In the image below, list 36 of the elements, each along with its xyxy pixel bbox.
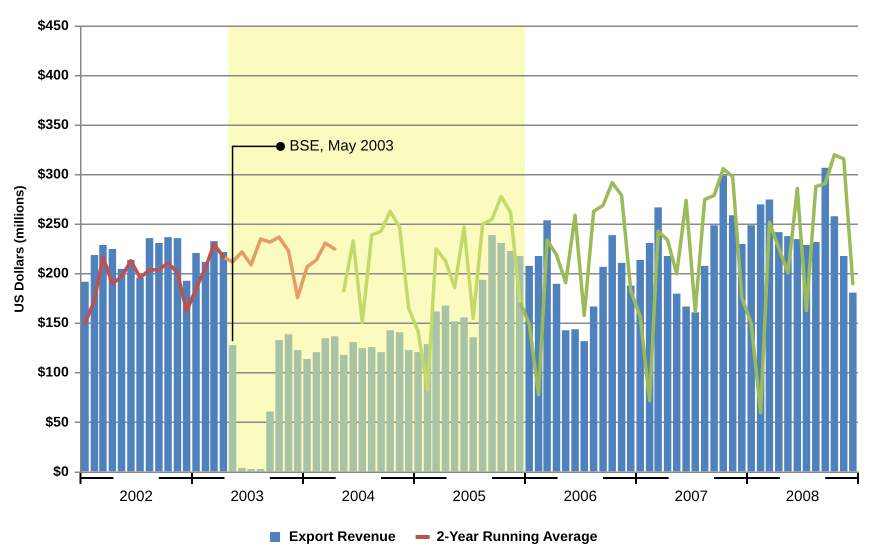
bar	[450, 321, 458, 472]
y-tick-label: $150	[38, 314, 69, 330]
y-axis-title: US Dollars (millions)	[11, 185, 26, 313]
annotation: BSE, May 2003	[290, 138, 394, 155]
y-tick-label: $300	[38, 166, 69, 182]
legend-label: Export Revenue	[289, 528, 396, 544]
bar	[700, 266, 708, 472]
x-tick-label: 2003	[230, 488, 264, 506]
bar	[182, 280, 190, 472]
x-tick-label: 2004	[342, 488, 376, 506]
bar	[220, 252, 228, 472]
bar	[108, 249, 116, 472]
bar	[525, 266, 533, 472]
y-tick-label: $400	[38, 66, 69, 82]
y-tick-label: $350	[38, 116, 69, 132]
bar	[636, 260, 644, 472]
y-tick-label: $200	[38, 264, 69, 281]
y-tick-label: $450	[38, 16, 69, 33]
y-tick-label: $100	[38, 364, 69, 380]
bar	[478, 280, 486, 472]
bar	[812, 242, 820, 472]
bar	[368, 347, 376, 472]
bar	[590, 306, 598, 472]
bar	[275, 340, 283, 472]
legend-label: 2-Year Running Average	[436, 528, 598, 544]
x-tick-label: 2008	[786, 488, 820, 506]
y-tick-label: $0	[53, 462, 69, 479]
y-tick-label: $50	[45, 413, 69, 430]
y-tick-label: $250	[38, 215, 69, 232]
x-tick-label: 2007	[674, 488, 708, 506]
x-tick-label: 2002	[119, 488, 153, 506]
bar	[414, 352, 422, 472]
bar	[747, 225, 755, 472]
bar	[155, 243, 163, 472]
x-tick-label: 2006	[564, 488, 597, 506]
x-tick-label: 2005	[452, 488, 486, 506]
